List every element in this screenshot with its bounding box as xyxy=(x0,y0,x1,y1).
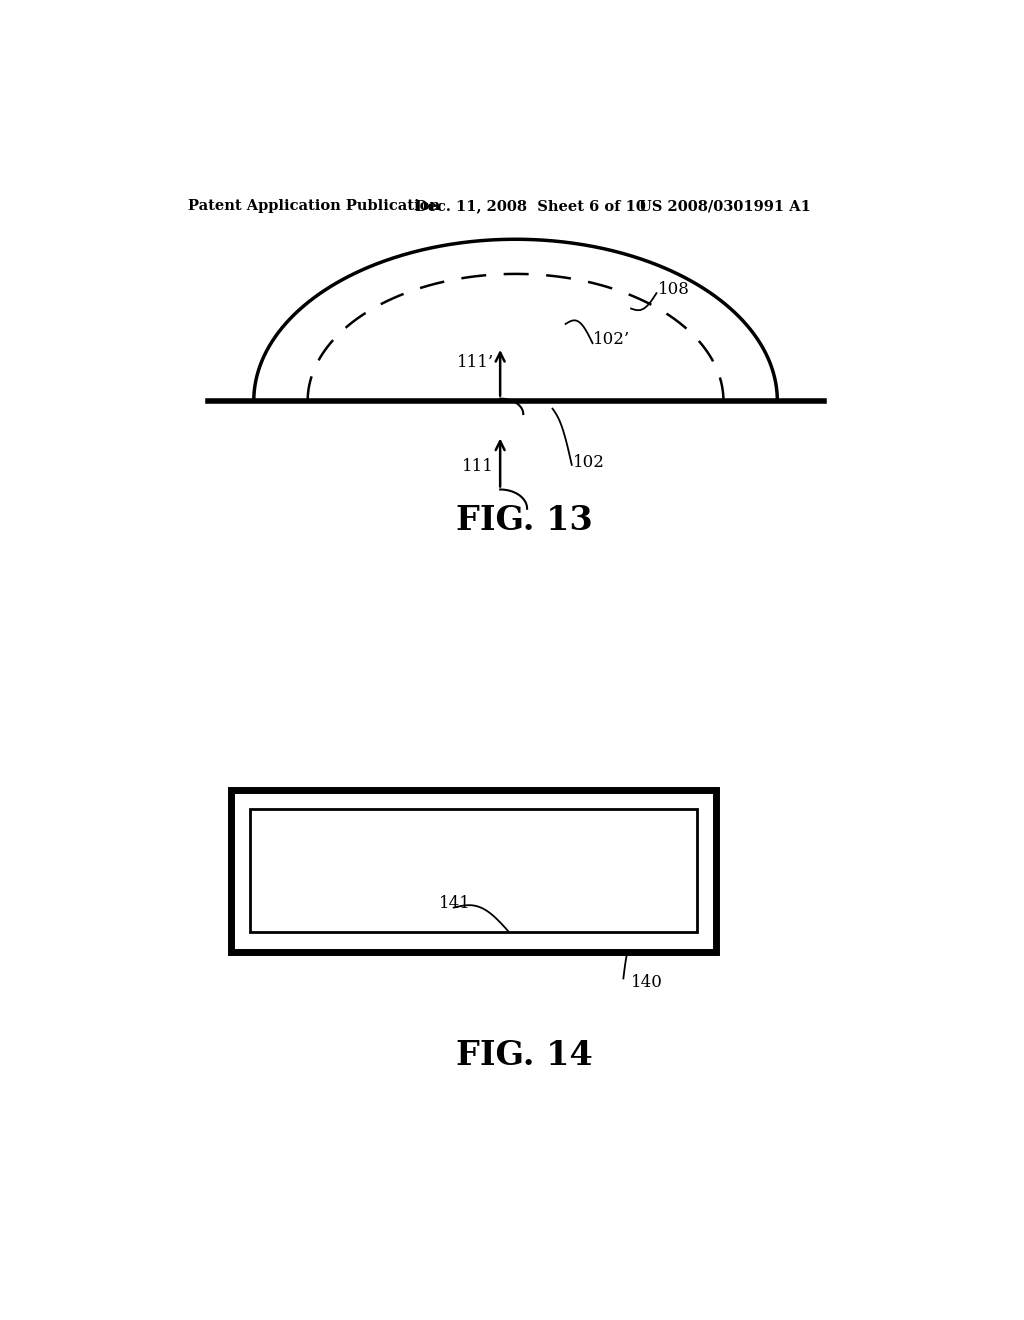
Text: 102: 102 xyxy=(573,454,605,471)
Text: US 2008/0301991 A1: US 2008/0301991 A1 xyxy=(639,199,811,213)
Text: Patent Application Publication: Patent Application Publication xyxy=(188,199,440,213)
Text: 102’: 102’ xyxy=(593,331,630,348)
Text: 111’: 111’ xyxy=(457,354,494,371)
Text: Dec. 11, 2008  Sheet 6 of 10: Dec. 11, 2008 Sheet 6 of 10 xyxy=(416,199,646,213)
Text: 111: 111 xyxy=(462,458,494,475)
Text: 108: 108 xyxy=(658,281,690,298)
Text: 140: 140 xyxy=(631,974,663,991)
Text: FIG. 14: FIG. 14 xyxy=(457,1039,593,1072)
Bar xyxy=(230,789,716,952)
Text: 141: 141 xyxy=(438,895,470,912)
Text: FIG. 13: FIG. 13 xyxy=(457,504,593,537)
Bar xyxy=(250,809,696,932)
